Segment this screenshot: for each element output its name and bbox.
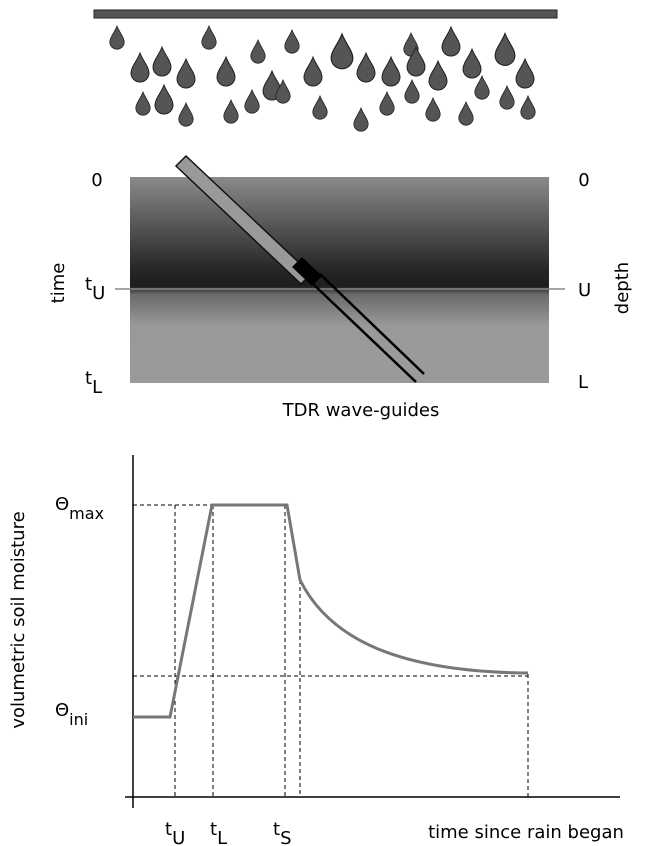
label: t — [85, 368, 92, 389]
label: Θ — [55, 700, 69, 721]
y-label: volumetric soil moisture — [8, 511, 29, 728]
label: t — [273, 819, 280, 840]
label: ini — [69, 710, 88, 729]
raindrops — [109, 25, 536, 132]
label: tU — [85, 274, 105, 304]
label: U — [92, 283, 105, 304]
label: L — [578, 372, 588, 393]
label: t — [165, 819, 172, 840]
label: t — [210, 819, 217, 840]
guide-lines — [133, 504, 529, 797]
label: tS — [273, 819, 292, 846]
label: Θ — [55, 494, 69, 515]
label: time — [48, 263, 69, 304]
label: L — [217, 828, 227, 846]
rain-source — [93, 9, 558, 19]
graph: volumetric soil moisture Θmax Θini tU tL… — [8, 455, 624, 846]
label: max — [69, 504, 104, 523]
label: U — [578, 280, 591, 301]
label: t — [85, 274, 92, 295]
label: depth — [612, 262, 633, 314]
moisture-curve — [133, 503, 529, 719]
label: L — [92, 377, 102, 398]
label: 0 — [578, 170, 589, 191]
label: Θmax — [55, 494, 104, 523]
label: U — [172, 828, 185, 846]
label: 0 — [91, 170, 102, 191]
label: Θini — [55, 700, 88, 729]
label: tL — [85, 368, 102, 398]
tdr-probe — [174, 154, 425, 383]
label: tU — [165, 819, 185, 846]
caption: TDR wave-guides — [282, 400, 440, 421]
label: S — [280, 828, 291, 846]
x-label: time since rain began — [428, 822, 624, 843]
soil-profile — [130, 177, 549, 383]
label: tL — [210, 819, 227, 846]
